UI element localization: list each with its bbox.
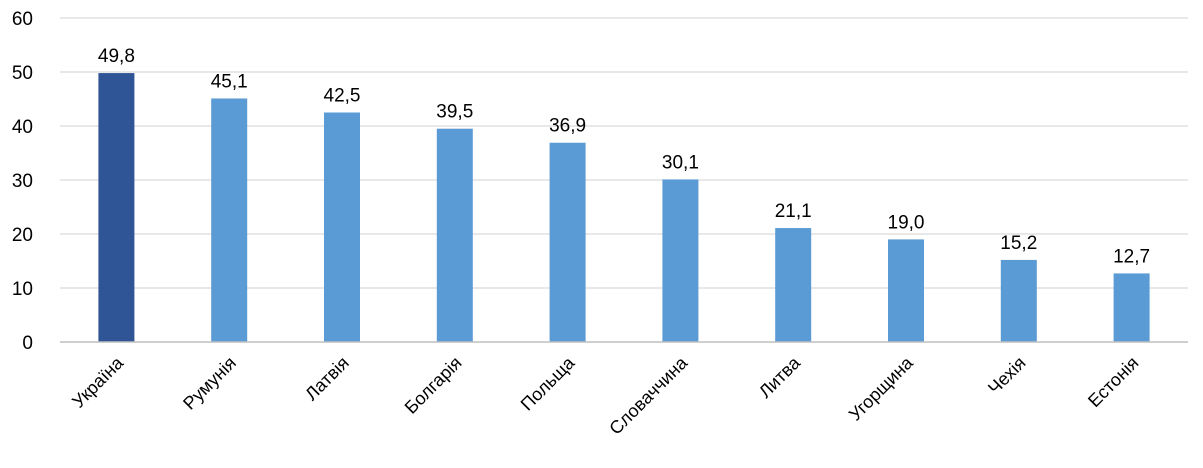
x-tick-label: Словаччина [605,352,692,439]
data-label: 21,1 [775,201,812,222]
x-tick-label: Угорщина [845,352,918,425]
data-label: 19,0 [888,212,925,233]
bar [436,128,473,342]
bar [775,228,812,342]
x-tick-label: Латвія [301,353,353,405]
bar [1000,259,1037,342]
y-tick-label: 0 [22,333,33,354]
x-tick-label: Румунія [179,353,240,414]
y-axis-tick-labels: 0 10 20 30 40 50 60 [12,9,33,354]
data-label: 15,2 [1000,233,1037,254]
y-tick-label: 40 [12,117,33,138]
y-tick-label: 30 [12,171,33,192]
x-tick-label: Естонія [1084,353,1142,411]
data-label: 12,7 [1113,246,1150,267]
x-tick-label: Україна [68,352,128,412]
bar [549,142,586,342]
data-label: 42,5 [324,86,361,107]
x-tick-label: Чехія [984,353,1030,399]
gridlines [60,17,1188,289]
x-tick-label: Болгарія [401,353,466,418]
data-label: 30,1 [662,152,699,173]
bar [98,73,135,342]
bar [888,239,924,342]
x-axis-category-labels: Україна Румунія Латвія Болгарія Польща Словач… [68,352,1142,439]
data-label: 49,8 [98,46,135,67]
bar [324,112,360,342]
y-tick-label: 50 [12,63,33,84]
x-tick-label: Литва [755,352,805,402]
bar [1113,273,1150,342]
data-label: 36,9 [549,116,586,137]
data-label: 45,1 [211,71,248,92]
y-tick-label: 10 [12,279,33,300]
bar [211,98,248,343]
data-labels: 49,8 45,1 42,5 39,5 36,9 30,1 21,1 19,0 15,2 12,7 [98,46,1150,267]
y-tick-label: 60 [12,9,33,30]
bars [98,73,1150,343]
x-tick-label: Польща [517,352,579,414]
bar [662,179,699,342]
data-label: 39,5 [436,102,473,123]
y-tick-label: 20 [12,225,33,246]
